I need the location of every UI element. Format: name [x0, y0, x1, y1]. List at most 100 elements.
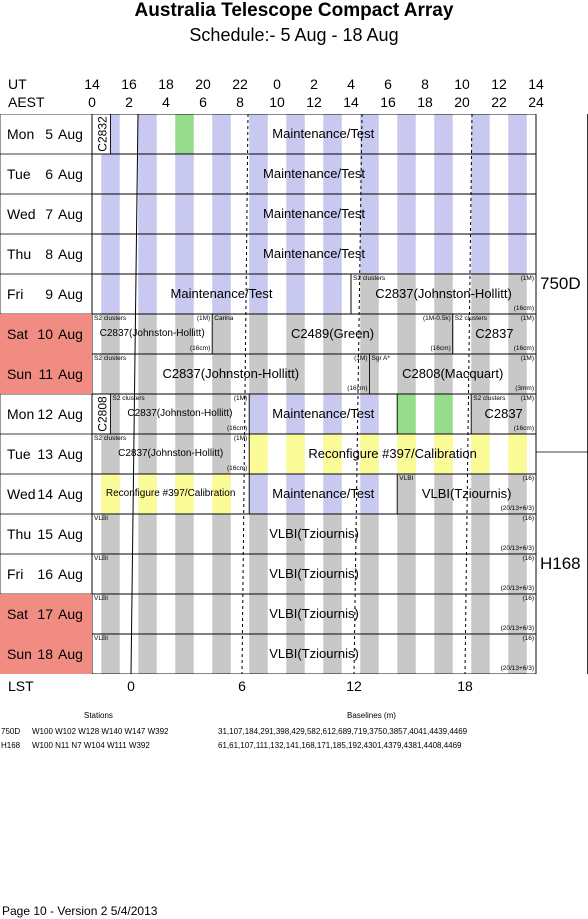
schedule-stripe [471, 434, 490, 474]
schedule-stripe [471, 114, 490, 154]
schedule-stripe [360, 474, 379, 514]
schedule-stripe [360, 514, 379, 554]
schedule-stripe [397, 274, 416, 314]
schedule-stripe [101, 634, 120, 674]
date-cell: Sun 18 Aug [0, 634, 92, 674]
schedule-stripe [471, 594, 490, 634]
aest-tick-label: 24 [528, 94, 544, 110]
block-config-tag: (16) [522, 515, 534, 522]
project-label: Maintenance/Test [263, 206, 365, 221]
schedule-stripe [397, 114, 416, 154]
date-cell: Tue 6 Aug [0, 154, 92, 194]
schedule-stripe [249, 114, 268, 154]
day-number: 10 [37, 326, 53, 342]
block-source-tag: S2 clusters [454, 315, 487, 322]
footer-config-750d: 750D [1, 727, 21, 736]
day-of-week: Fri [7, 566, 24, 582]
page-subtitle: Schedule:- 5 Aug - 18 Aug [189, 25, 399, 45]
month: Aug [58, 126, 83, 142]
project-label: C2837(Johnston-Hollitt) [375, 286, 512, 301]
schedule-stripe [397, 394, 416, 434]
schedule-stripe [101, 594, 120, 634]
schedule-stripe [212, 394, 231, 434]
date-cell: Thu 8 Aug [0, 234, 92, 274]
date-cell: Mon 5 Aug [0, 114, 92, 154]
schedule-stripe [323, 154, 342, 194]
block-band-tag: (16cm) [190, 345, 211, 352]
schedule-stripe [138, 474, 157, 514]
schedule-stripe [175, 114, 194, 154]
schedule-stripe [471, 234, 490, 274]
schedule-stripe [508, 274, 527, 314]
block-source-tag: Carina [214, 315, 234, 322]
block-band-tag: (16cm) [347, 385, 368, 392]
schedule-stripe [138, 154, 157, 194]
schedule-stripe [101, 474, 120, 514]
schedule-stripe [397, 514, 416, 554]
project-label: C2837 [475, 326, 514, 341]
schedule-stripe [397, 634, 416, 674]
block-source-tag: S2 clusters [94, 355, 127, 362]
schedule-stripe [323, 434, 342, 474]
schedule-stripe [212, 514, 231, 554]
month: Aug [58, 286, 83, 302]
schedule-stripe [360, 594, 379, 634]
block-band-tag: (20/13+6/3) [500, 625, 534, 632]
day-number: 15 [37, 526, 53, 542]
day-of-week: Thu [7, 246, 32, 262]
date-cell: Sat 10 Aug [0, 314, 92, 354]
month: Aug [58, 606, 83, 622]
day-number: 18 [37, 646, 53, 662]
schedule-stripe [286, 594, 305, 634]
schedule-stripe [397, 474, 416, 514]
month: Aug [58, 246, 83, 262]
day-of-week: Sun [7, 646, 32, 662]
day-number: 11 [38, 366, 53, 382]
schedule-stripe [212, 594, 231, 634]
day-number: 9 [45, 286, 53, 302]
footer-stations-h168: W100 N11 N7 W104 W111 W392 [32, 741, 150, 750]
schedule-stripe [286, 194, 305, 234]
schedule-stripe [434, 594, 453, 634]
project-label: VLBI(Tziournis) [269, 646, 359, 661]
day-of-week: Tue [7, 166, 31, 182]
schedule-stripe [434, 234, 453, 274]
block-config-tag: (16) [522, 555, 534, 562]
schedule-stripe [286, 154, 305, 194]
schedule-stripe [434, 274, 453, 314]
block-config-tag: (1M-0.5k) [422, 315, 451, 322]
aest-tick-label: 12 [306, 94, 322, 110]
schedule-stripe [508, 474, 527, 514]
schedule-stripe [212, 114, 231, 154]
schedule-stripe [360, 154, 379, 194]
schedule-stripe [508, 314, 527, 354]
schedule-stripe [101, 194, 120, 234]
lst-tick-label: 12 [346, 678, 362, 694]
schedule-stripe [508, 394, 527, 434]
schedule-stripe [286, 314, 305, 354]
schedule-stripe [471, 514, 490, 554]
schedule-stripe [286, 634, 305, 674]
day-number: 14 [37, 486, 53, 502]
block-source-tag: S2 clusters [353, 275, 386, 282]
month: Aug [58, 326, 83, 342]
block-band-tag: (20/13+6/3) [500, 545, 534, 552]
block-config-tag: (16) [522, 635, 534, 642]
project-label: Reconfigure #397/Calibration [105, 488, 236, 499]
schedule-stripe [397, 554, 416, 594]
day-number: 12 [37, 406, 53, 422]
schedule-stripe [434, 474, 453, 514]
schedule-stripe [508, 594, 527, 634]
schedule-stripe [175, 154, 194, 194]
block-band-tag: (20/13+6/3) [500, 505, 534, 512]
day-number: 6 [45, 166, 53, 182]
schedule-stripe [101, 554, 120, 594]
schedule-stripe [101, 274, 120, 314]
month: Aug [58, 206, 83, 222]
schedule-stripe [286, 554, 305, 594]
lst-tick-label: 0 [127, 678, 135, 694]
schedule-stripe [212, 554, 231, 594]
day-of-week: Wed [7, 206, 36, 222]
schedule-stripe [175, 474, 194, 514]
date-cell: Fri 9 Aug [0, 274, 92, 314]
